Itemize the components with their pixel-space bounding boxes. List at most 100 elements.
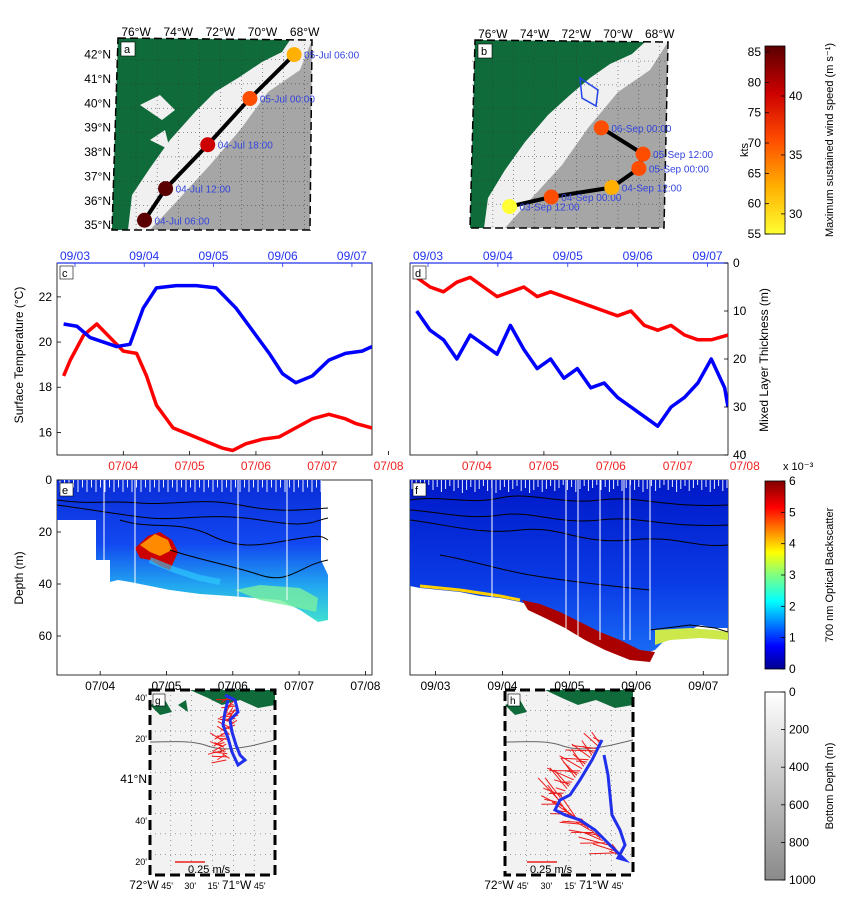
h-current-vector (555, 787, 566, 792)
depth-colorbar: 0 200 400 600 800 1000 Bottom Depth (m) (764, 685, 836, 887)
h-current-vector (578, 836, 608, 846)
panel-g-letter: g (155, 696, 161, 707)
panel-g-scale-label: 0.25 m/s (188, 864, 231, 876)
d-x-tick-label: 07/05 (529, 459, 559, 473)
b-track-label: 05-Sep 12:00 (653, 150, 713, 161)
panel-a-letter: a (124, 44, 131, 56)
panel-h-scale-label: 0.25 m/s (530, 864, 573, 876)
g-current-vector (212, 751, 228, 755)
wind-kts-tick-label: 65 (748, 166, 762, 180)
backscatter-tick-label: 4 (789, 537, 796, 551)
g-current-vector (209, 732, 224, 742)
wind-kts-tick-label: 60 (748, 197, 762, 211)
backscatter-colorbar: 6 5 4 3 2 1 0 x 10⁻³ 700 nm Optical Backscatte… (764, 461, 836, 676)
a-track-label: 04-Jul 18:00 (218, 141, 273, 152)
a-lat-tick-label: 36°N (84, 194, 111, 208)
backscatter-tick-label: 2 (789, 599, 796, 613)
d-top-tick-label: 09/03 (413, 249, 443, 263)
b-lon-tick-label: 74°W (520, 27, 550, 41)
a-lat-tick-label: 39°N (84, 121, 111, 135)
h-current-vector (560, 757, 576, 778)
b-track-label: 03-Sep 12:00 (520, 203, 580, 214)
panel-b-frame (469, 39, 669, 229)
panel-f-field (410, 480, 728, 655)
panel-c-letter: c (62, 268, 68, 280)
h-current-vector (584, 832, 603, 842)
c-series-line (63, 283, 372, 385)
b-track-label: 04-Sep 12:00 (622, 183, 682, 194)
backscatter-colorbar-title: 700 nm Optical Backscatter (824, 507, 836, 642)
g-lat-tick-label: 40' (135, 816, 147, 826)
e-y-tick-label: 40 (39, 577, 53, 591)
d-y-tick-label: 10 (733, 304, 747, 318)
backscatter-tick-label: 6 (789, 474, 796, 488)
g-lon-tick-label: 45' (161, 881, 173, 891)
panel-a-frame (111, 37, 313, 231)
a-lon-tick-label: 68°W (290, 25, 320, 39)
panel-g-map: 72°W 45' 30' 15' 71°W 45'40'20'41°N40'20' 0.2… (120, 688, 277, 892)
a-track-point (286, 47, 302, 63)
g-lat-tick-label: 40' (135, 693, 147, 703)
h-current-vector (583, 732, 599, 747)
a-track-point (158, 181, 174, 197)
h-current-vector (549, 767, 568, 789)
c-series-line (62, 322, 372, 453)
d-y-tick-label: 40 (733, 448, 747, 462)
backscatter-tick-label: 1 (789, 631, 796, 645)
e-x-tick-label: 07/08 (350, 679, 380, 693)
backscatter-tick-label: 3 (789, 568, 796, 582)
a-lon-tick-label: 76°W (121, 25, 151, 39)
panel-c-ylabel: Surface Temperature (°C) (12, 287, 26, 424)
backscatter-tick-label: 0 (789, 662, 796, 676)
backscatter-colorbar-exponent: x 10⁻³ (783, 461, 814, 473)
h-current-vector (553, 769, 570, 787)
wind-ms-tick-label: 35 (789, 148, 803, 162)
e-x-tick-label: 07/07 (284, 679, 314, 693)
c-top-tick-label: 09/05 (198, 249, 228, 263)
panel-a-track: 04-Jul 06:00 04-Jul 12:00 04-Jul 18:00 05-J… (137, 47, 360, 228)
wind-ms-tick-label: 30 (789, 207, 803, 221)
d-y-tick-label: 20 (733, 352, 747, 366)
g-current-vector (221, 697, 229, 703)
c-y-tick-label: 20 (39, 335, 53, 349)
b-track-point (635, 146, 651, 162)
a-lat-tick-label: 41°N (84, 72, 111, 86)
g-lon-tick-label: 72°W (129, 878, 159, 892)
d-y-tick-label: 0 (733, 256, 740, 270)
h-current-vector (591, 731, 601, 745)
a-lat-tick-label: 42°N (84, 48, 111, 62)
c-x-tick-label: 07/07 (307, 459, 337, 473)
b-track-label: 05-Sep 00:00 (649, 164, 709, 175)
d-series-line (415, 275, 728, 342)
panel-f-chart: 09/03 09/04 09/05 09/06 09/07 f (409, 479, 729, 693)
h-lon-tick-label: 30' (541, 881, 553, 891)
g-current-vector (211, 755, 227, 758)
d-x-tick-label: 07/06 (596, 459, 626, 473)
panel-h-letter: h (510, 696, 516, 707)
g-current-vector (217, 721, 232, 729)
panel-e-ylabel: Depth (m) (12, 551, 26, 604)
h-current-vector (590, 829, 599, 837)
panel-h-glider-track (552, 739, 631, 864)
h-current-vector (581, 740, 593, 756)
b-track-point (593, 120, 609, 136)
a-track-label: 04-Jul 06:00 (155, 216, 210, 227)
d-top-tick-label: 09/07 (693, 249, 723, 263)
wind-ms-tick-label: 40 (789, 89, 803, 103)
g-current-vector (221, 705, 237, 709)
wind-kts-tick-label: 75 (748, 106, 762, 120)
c-x-tick-label: 07/05 (175, 459, 205, 473)
h-lon-tick-label: 71°W (579, 878, 609, 892)
e-y-tick-label: 60 (39, 629, 53, 643)
h-current-vector (571, 743, 591, 758)
a-lat-tick-label: 40°N (84, 96, 111, 110)
panel-c-chart: 07/04 07/05 07/06 07/07 07/08 09/03 09/04 09/05… (12, 249, 404, 473)
a-lon-tick-label: 74°W (163, 25, 193, 39)
d-x-tick-label: 07/08 (730, 459, 760, 473)
g-current-vector (217, 747, 226, 753)
b-track-point (502, 199, 518, 215)
wind-kts-tick-label: 85 (748, 45, 762, 59)
a-lat-tick-label: 38°N (84, 145, 111, 159)
